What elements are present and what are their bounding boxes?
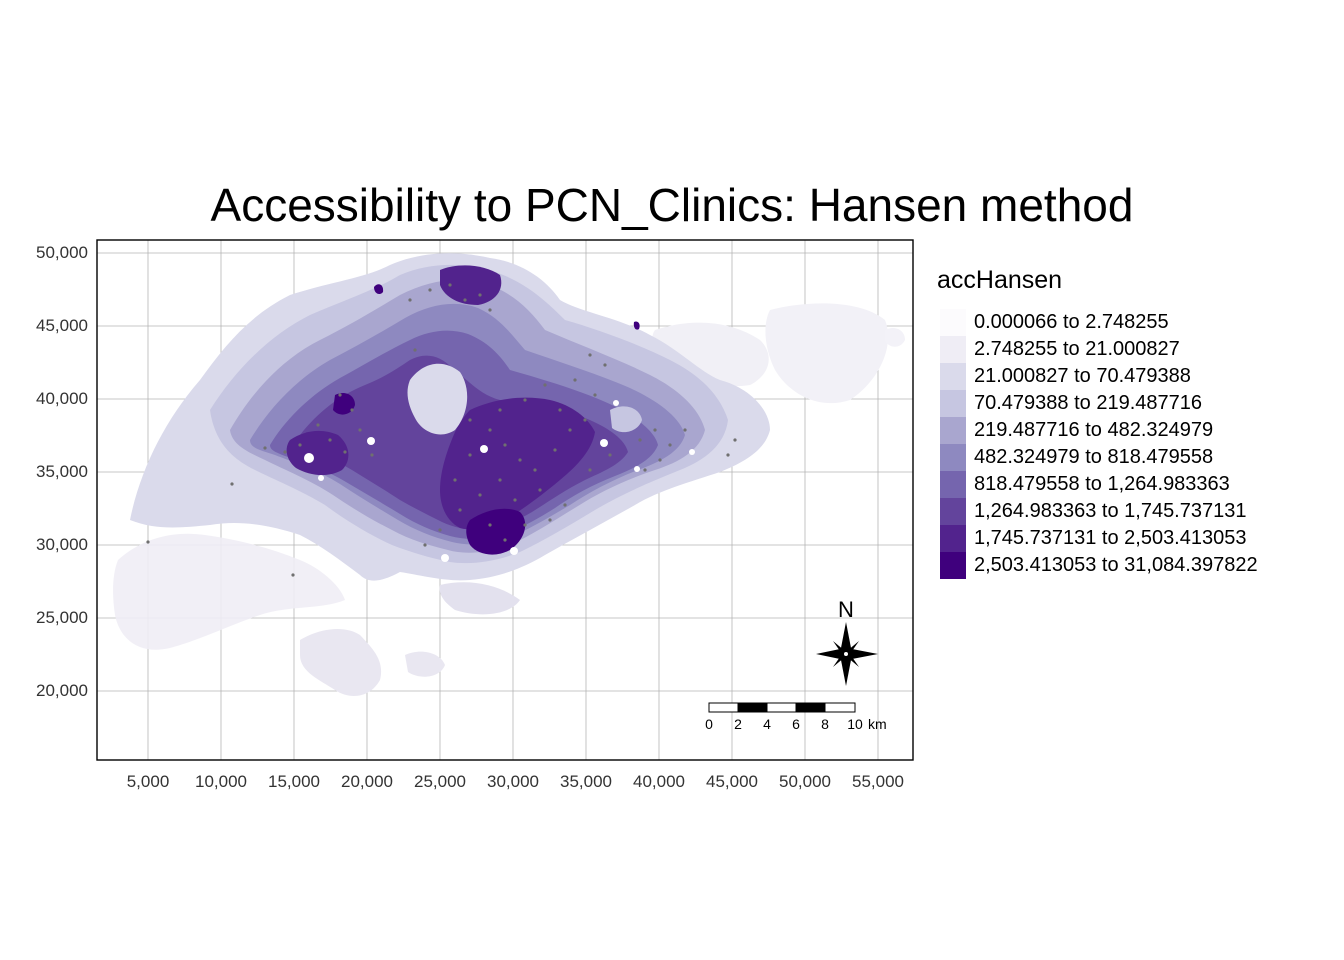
clinic-points: [146, 283, 737, 577]
legend-item: 1,264.983363 to 1,745.737131: [940, 498, 1246, 525]
legend-item: 1,745.737131 to 2,503.413053: [940, 525, 1246, 552]
y-tick-label: 45,000: [36, 316, 88, 335]
catchment-gap: [407, 363, 468, 435]
legend-label: 482.324979 to 818.479558: [974, 446, 1214, 468]
x-tick-label: 20,000: [341, 772, 393, 791]
scale-bar: 0 2 4 6 8 10 km: [705, 702, 887, 732]
class-10-central: [466, 508, 526, 555]
legend-swatch: [940, 444, 966, 471]
legend-item: 0.000066 to 2.748255: [940, 309, 1169, 336]
y-tick-label: 35,000: [36, 462, 88, 481]
legend-label: 818.479558 to 1,264.983363: [974, 473, 1230, 495]
y-tick-label: 20,000: [36, 681, 88, 700]
legend-swatch: [940, 390, 966, 417]
scale-label: 4: [763, 716, 771, 732]
x-tick-label: 55,000: [852, 772, 904, 791]
scale-label: 8: [821, 716, 829, 732]
southern-island-small: [405, 651, 445, 677]
legend-swatch: [940, 363, 966, 390]
pulau-tekong: [765, 303, 889, 404]
legend-label: 0.000066 to 2.748255: [974, 311, 1169, 333]
x-tick-label: 45,000: [706, 772, 758, 791]
class-10-north: [374, 284, 384, 295]
legend-label: 1,264.983363 to 1,745.737131: [974, 500, 1247, 522]
legend-swatch: [940, 552, 966, 579]
legend-item: 818.479558 to 1,264.983363: [940, 471, 1230, 498]
class-9-zone: [440, 397, 595, 530]
legend-label: 219.487716 to 482.324979: [974, 419, 1214, 441]
map-frame: [96, 239, 914, 761]
x-tick-label: 10,000: [195, 772, 247, 791]
y-tick-label: 30,000: [36, 535, 88, 554]
map-layers: [97, 240, 913, 760]
class-10-west: [333, 393, 355, 415]
legend-swatch: [940, 417, 966, 444]
y-tick-label: 40,000: [36, 389, 88, 408]
y-tick-label: 25,000: [36, 608, 88, 627]
legend-swatch: [940, 309, 966, 336]
north-label: N: [838, 597, 854, 622]
legend-item: 482.324979 to 818.479558: [940, 444, 1213, 471]
legend-item: 2,503.413053 to 31,084.397822: [940, 552, 1258, 579]
scale-label: 6: [792, 716, 800, 732]
north-arrow-icon: N: [816, 597, 878, 686]
map-title: Accessibility to PCN_Clinics: Hansen met…: [210, 179, 1134, 231]
western-islands: [113, 533, 345, 650]
legend-item: 70.479388 to 219.487716: [940, 390, 1202, 417]
x-tick-label: 25,000: [414, 772, 466, 791]
x-tick-label: 15,000: [268, 772, 320, 791]
scale-label: 0: [705, 716, 713, 732]
class-9-north: [440, 265, 502, 305]
legend-swatch: [940, 525, 966, 552]
catchment-gap-east: [610, 406, 642, 433]
legend-label: 21.000827 to 70.479388: [974, 365, 1191, 387]
legend-label: 1,745.737131 to 2,503.413053: [974, 527, 1247, 549]
class-10-northeast: [633, 321, 640, 330]
x-tick-label: 40,000: [633, 772, 685, 791]
legend-swatch: [940, 471, 966, 498]
legend-item: 2.748255 to 21.000827: [940, 336, 1180, 363]
sentosa-area: [439, 582, 520, 615]
y-tick-label: 50,000: [36, 243, 88, 262]
legend-item: 219.487716 to 482.324979: [940, 417, 1213, 444]
scale-label: 10: [847, 716, 863, 732]
x-tick-label: 30,000: [487, 772, 539, 791]
legend-item: 21.000827 to 70.479388: [940, 363, 1191, 390]
legend-label: 2,503.413053 to 31,084.397822: [974, 554, 1258, 576]
legend-swatch: [940, 336, 966, 363]
x-tick-label: 5,000: [126, 772, 170, 791]
southern-islands: [300, 628, 382, 696]
x-tick-label: 35,000: [560, 772, 612, 791]
legend-swatch: [940, 498, 966, 525]
legend-label: 2.748255 to 21.000827: [974, 338, 1180, 360]
x-tick-label: 50,000: [779, 772, 831, 791]
scale-label: 2: [734, 716, 742, 732]
no-data-holes: [304, 400, 695, 562]
class-9-west: [286, 430, 349, 476]
scale-unit: km: [868, 716, 887, 732]
legend-label: 70.479388 to 219.487716: [974, 392, 1202, 414]
legend-title: accHansen: [937, 266, 1063, 294]
far-east-island: [885, 328, 905, 347]
